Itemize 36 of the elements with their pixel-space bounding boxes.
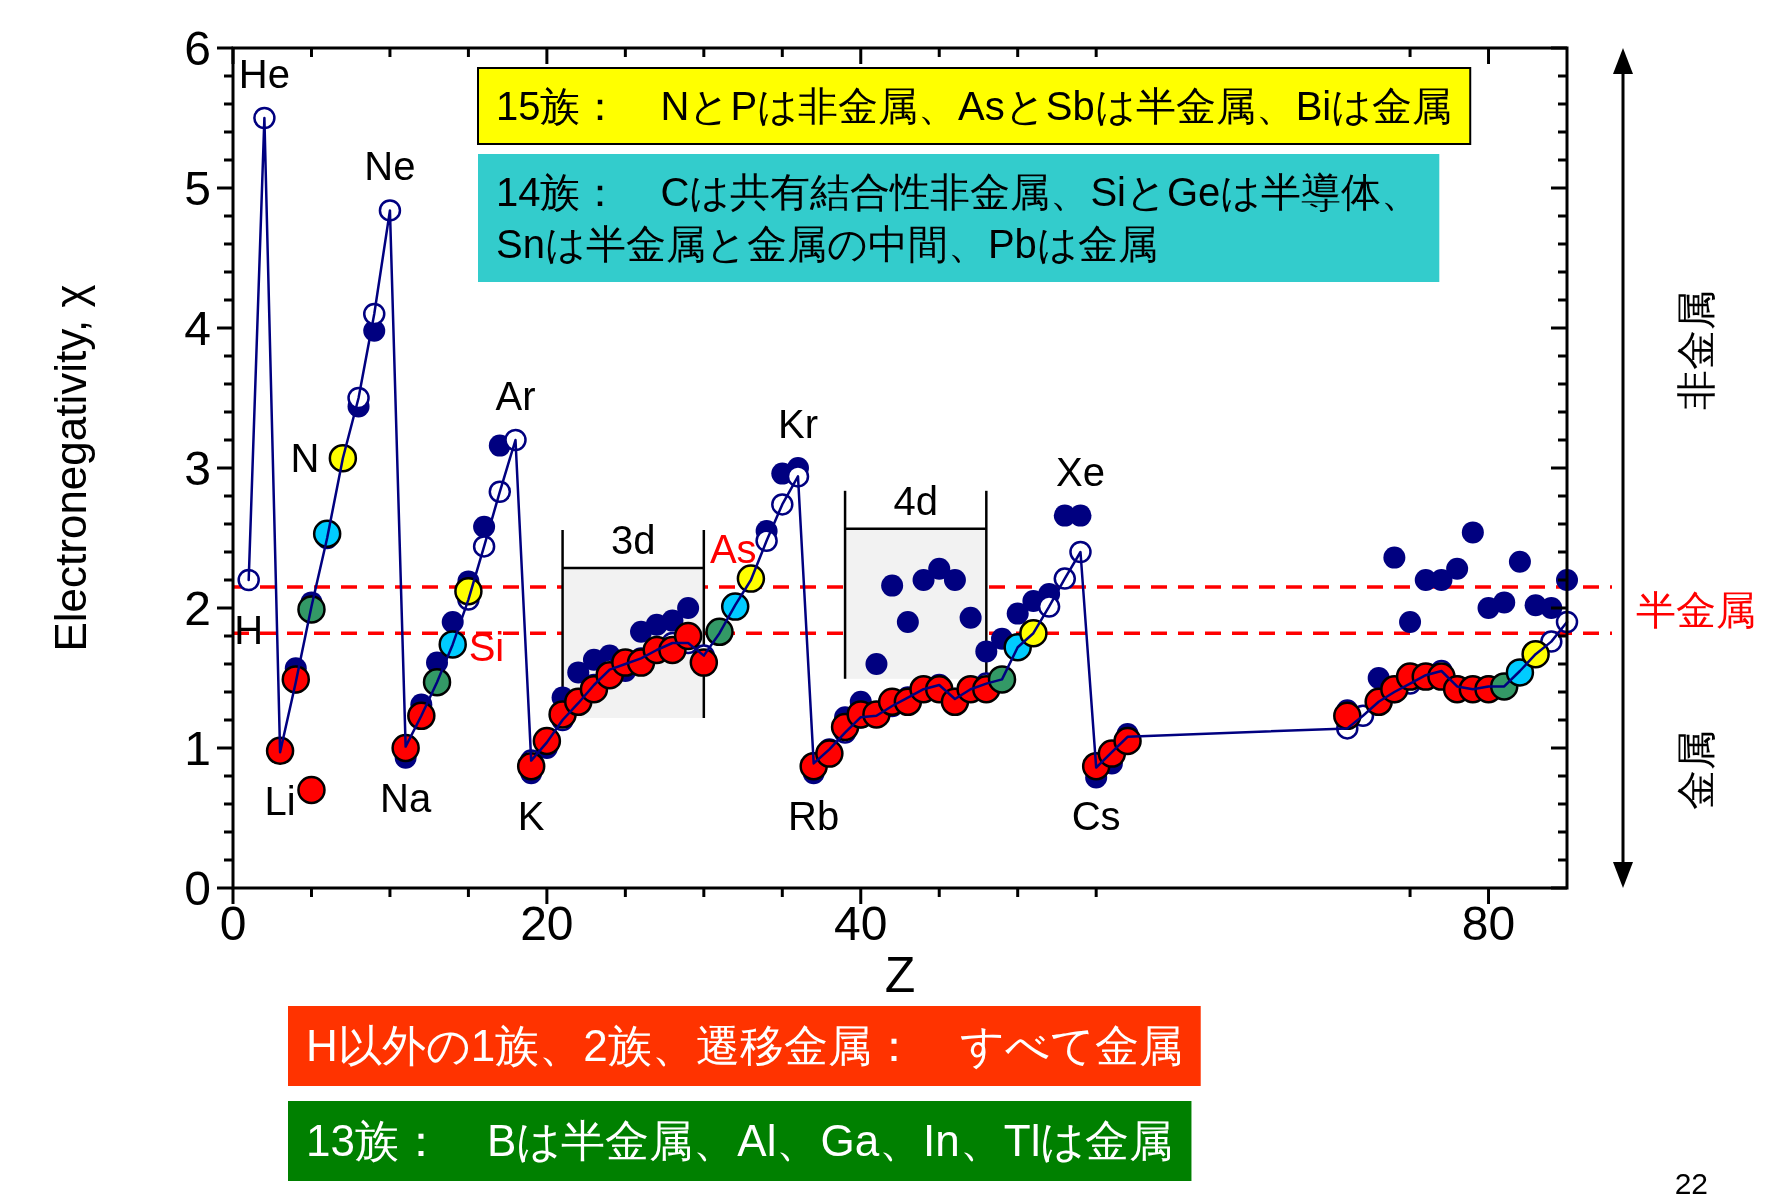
band-label: 3d bbox=[610, 518, 656, 562]
text: 非金属 bbox=[1674, 290, 1718, 411]
text: 13族： Bは半金属、Al、Ga、In、Tlは金属 bbox=[306, 1116, 1174, 1166]
annotation: Rb bbox=[788, 794, 840, 839]
x-tick-label: 20 bbox=[520, 897, 574, 950]
text: H以外の1族、2族、遷移金属： すべて金属 bbox=[306, 1021, 1183, 1071]
y-tick-label: 0 bbox=[184, 861, 211, 915]
y-tick-label: 1 bbox=[184, 721, 211, 775]
text: 金属 bbox=[1674, 730, 1718, 811]
x-tick-label: 80 bbox=[1461, 897, 1516, 950]
text: 22 bbox=[1674, 1167, 1708, 1200]
annotation: Ar bbox=[495, 374, 536, 418]
x-tick-label: 0 bbox=[219, 897, 247, 950]
y-tick-label: 5 bbox=[184, 161, 211, 215]
text: 半金属 bbox=[1636, 588, 1756, 633]
y-axis-title: Electronegativity, χ bbox=[45, 284, 95, 652]
annotation: H bbox=[234, 608, 264, 652]
annotation: He bbox=[238, 52, 290, 96]
annotation: Na bbox=[380, 776, 432, 820]
annotation: Cs bbox=[1071, 794, 1121, 839]
y-tick-label: 3 bbox=[184, 441, 211, 495]
annotation: Ne bbox=[364, 144, 416, 189]
annotation: Kr bbox=[777, 402, 818, 446]
annotation: Li bbox=[264, 778, 296, 823]
band-label: 4d bbox=[893, 478, 938, 523]
x-tick-label: 40 bbox=[834, 897, 888, 950]
y-tick-label: 2 bbox=[184, 581, 211, 635]
annotation: 15族： NとPは非金属、AsとSbは半金属、Biは金属 bbox=[496, 84, 1453, 128]
annotation: Xe bbox=[1056, 449, 1105, 494]
x-axis-title: Z bbox=[884, 947, 916, 1003]
annotation: N bbox=[290, 436, 320, 481]
ref-line-label: As bbox=[709, 527, 757, 571]
annotation: 14族： Cは共有結合性非金属、SiとGeは半導体、Snは半金属と金属の中間、Pbは金属 bbox=[496, 170, 1422, 266]
annotation: K bbox=[517, 794, 545, 839]
y-tick-label: 4 bbox=[184, 301, 211, 355]
y-tick-label: 6 bbox=[184, 21, 211, 75]
